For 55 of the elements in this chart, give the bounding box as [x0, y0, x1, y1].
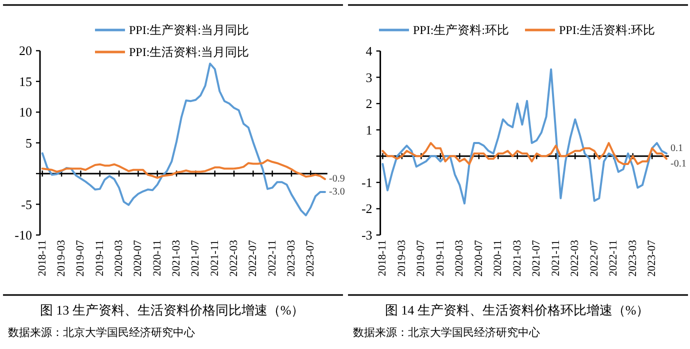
y-tick-label: -5 [21, 196, 32, 212]
x-tick-label: 2020-03 [454, 240, 466, 277]
x-tick-label: 2023-03 [626, 240, 639, 277]
x-tick-label: 2022-07 [588, 240, 600, 277]
x-tick-label: 2022-03 [228, 240, 240, 277]
y-tick-label: 2 [366, 96, 372, 112]
x-tick-label: 2018-11 [376, 240, 389, 276]
x-tick-label: 2020-11 [151, 240, 164, 276]
text: 图 14 生产资料、生活资料价格环比增速（%） [384, 302, 650, 318]
data-label: -0.1 [670, 158, 686, 170]
y-tick-label: -2 [361, 201, 372, 216]
x-tick-label: 2019-11 [434, 240, 446, 276]
x-tick-label: 2019-07 [415, 240, 428, 277]
x-tick-label: 2021-03 [511, 240, 524, 277]
x-tick-label: 2021-07 [190, 240, 202, 277]
x-tick-label: 2022-03 [569, 240, 582, 277]
x-tick-label: 2020-07 [132, 240, 144, 277]
source-note: 数据来源：北京大学国民经济研究中心 [8, 326, 195, 339]
x-tick-label: 2022-07 [247, 240, 260, 277]
x-tick-label: 2021-11 [208, 240, 221, 276]
text: 图 13 生产资料、生活资料价格同比增速（%） [40, 302, 304, 318]
legend-label: PPI:生活资料:当月同比 [128, 45, 250, 59]
legend-label: PPI:生产资料:环比 [412, 23, 509, 37]
x-tick-label: 2023-03 [285, 240, 298, 277]
x-tick-label: 2020-11 [492, 240, 504, 276]
x-tick-label: 2019-11 [94, 240, 106, 276]
x-tick-label: 2021-03 [170, 240, 183, 277]
source-note: 数据来源：北京大学国民经济研究中心 [353, 326, 540, 339]
legend-label: PPI:生活资料:环比 [559, 23, 656, 37]
x-tick-label: 2023-07 [304, 240, 317, 277]
y-tick-label: 10 [19, 104, 32, 120]
x-tick-label: 2021-07 [530, 240, 543, 277]
x-tick-label: 2019-07 [74, 240, 87, 277]
x-tick-label: 2020-07 [472, 240, 485, 277]
x-tick-label: 2020-03 [113, 240, 126, 277]
legend-label: PPI:生产资料:当月同比 [128, 23, 250, 37]
x-tick-label: 2022-11 [266, 240, 278, 276]
y-tick-label: 20 [19, 43, 32, 58]
x-tick-label: 2023-07 [646, 240, 658, 277]
y-tick-label: 15 [19, 74, 32, 89]
x-tick-label: 2018-11 [36, 240, 48, 276]
x-tick-label: 2022-11 [608, 240, 620, 276]
x-tick-label: 2019-03 [396, 240, 408, 277]
data-label: -0.9 [329, 174, 345, 185]
data-label: 0.1 [670, 143, 683, 154]
y-tick-label: 3 [366, 70, 372, 85]
y-tick-label: 1 [366, 122, 372, 138]
x-tick-label: 2021-11 [550, 240, 562, 276]
y-tick-label: -1 [361, 174, 372, 190]
y-tick-label: 5 [26, 135, 32, 150]
y-tick-label: -10 [14, 228, 32, 242]
y-tick-label: -3 [361, 228, 372, 242]
y-tick-label: 4 [366, 44, 373, 58]
x-tick-label: 2019-03 [56, 240, 68, 277]
data-label: -3.0 [329, 186, 345, 198]
